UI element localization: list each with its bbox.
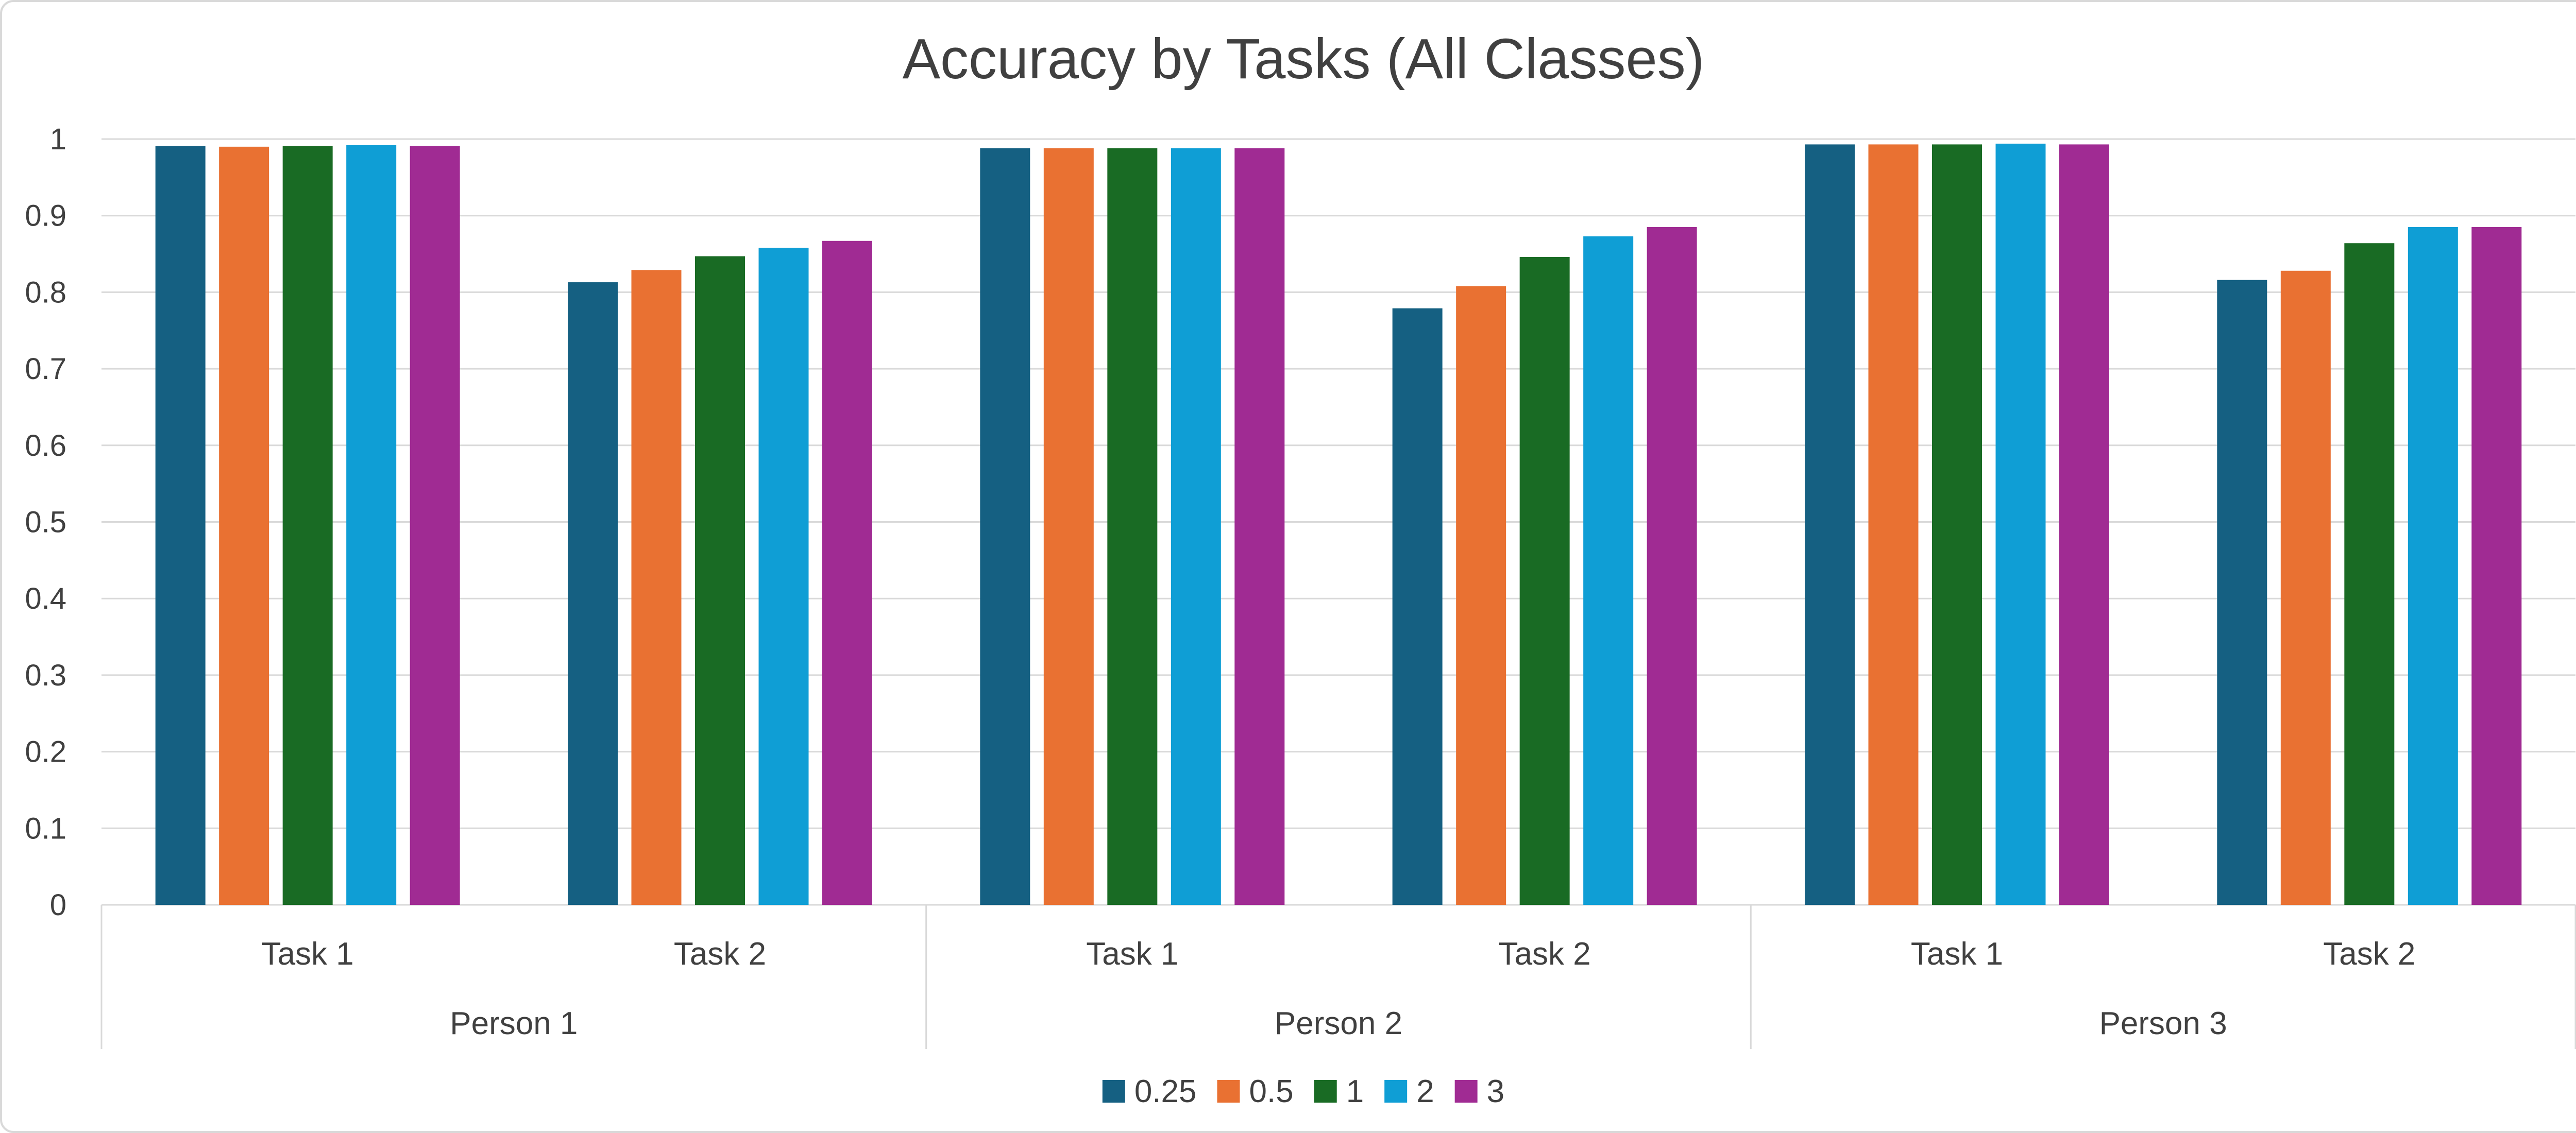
- bar: [1107, 148, 1158, 905]
- bar: [2344, 243, 2395, 905]
- legend-item: 0.5: [1217, 1074, 1294, 1109]
- bar: [410, 146, 460, 905]
- y-tick-label: 0.2: [25, 735, 66, 769]
- y-tick-label: 0.6: [25, 429, 66, 462]
- legend-item: 2: [1384, 1074, 1434, 1109]
- bar: [1868, 144, 1919, 905]
- x-group-label: Person 1: [450, 1006, 578, 1041]
- bar: [1519, 256, 1570, 905]
- legend-label: 0.5: [1249, 1074, 1294, 1109]
- bar: [2471, 227, 2522, 905]
- x-tick-label: Task 1: [1911, 936, 2003, 972]
- y-axis-ticks: 0 0.1 0.2 0.3 0.4 0.5 0.6 0.7 0.8 0.9 1: [25, 123, 66, 922]
- gridlines: [101, 138, 2575, 906]
- legend-label: 3: [1487, 1074, 1504, 1109]
- legend-swatch: [1384, 1080, 1408, 1103]
- legend-label: 1: [1346, 1074, 1364, 1109]
- bar: [1995, 143, 2046, 905]
- x-tick-label: Task 2: [674, 936, 766, 972]
- y-tick-label: 0.9: [25, 199, 66, 233]
- bar: [1171, 148, 1221, 905]
- bar: [219, 146, 269, 905]
- bar: [346, 145, 397, 905]
- x-tick-label: Task 1: [1086, 936, 1178, 972]
- x-group-label: Person 3: [2099, 1006, 2227, 1041]
- y-tick-label: 1: [50, 123, 66, 156]
- y-tick-label: 0.1: [25, 812, 66, 845]
- bar: [2217, 280, 2267, 905]
- bar: [282, 146, 333, 905]
- bar: [758, 248, 809, 905]
- bars: [155, 143, 2522, 905]
- y-tick-label: 0.7: [25, 352, 66, 386]
- legend-swatch: [1314, 1080, 1337, 1103]
- legend: 0.25 0.5 1 2 3: [1102, 1074, 1504, 1109]
- legend-item: 1: [1314, 1074, 1364, 1109]
- chart-title: Accuracy by Tasks (All Classes): [903, 27, 1705, 91]
- y-tick-label: 0.8: [25, 276, 66, 309]
- x-tick-label: Task 1: [262, 936, 354, 972]
- bar: [155, 146, 206, 905]
- legend-item: 0.25: [1102, 1074, 1197, 1109]
- legend-label: 0.25: [1134, 1074, 1197, 1109]
- bar: [2059, 144, 2109, 905]
- x-tick-label: Task 2: [2323, 936, 2415, 972]
- bar: [2408, 227, 2458, 905]
- bar: [695, 256, 745, 905]
- bar: [1805, 144, 1855, 905]
- y-tick-label: 0.3: [25, 659, 66, 692]
- bar: [1456, 286, 1506, 905]
- bar: [1234, 148, 1285, 905]
- x-tick-label: Task 2: [1499, 936, 1591, 972]
- y-tick-label: 0.4: [25, 582, 66, 615]
- bar: [568, 282, 618, 905]
- y-tick-label: 0.5: [25, 506, 66, 539]
- bar: [1583, 236, 1634, 905]
- x-axis: Task 1 Task 2 Task 1 Task 2 Task 1 Task 2 Pers…: [100, 905, 2576, 1049]
- y-tick-label: 0: [50, 888, 66, 922]
- legend-swatch: [1102, 1080, 1125, 1103]
- bar: [1647, 227, 1697, 905]
- bar: [1932, 144, 1982, 905]
- bar: [2280, 270, 2331, 905]
- legend-item: 3: [1454, 1074, 1504, 1109]
- legend-swatch: [1217, 1080, 1240, 1103]
- legend-swatch: [1454, 1080, 1478, 1103]
- bar: [822, 241, 872, 905]
- bar: [980, 148, 1030, 905]
- x-group-label: Person 2: [1275, 1006, 1402, 1041]
- bar: [631, 270, 682, 905]
- legend-label: 2: [1416, 1074, 1434, 1109]
- bar: [1043, 148, 1094, 905]
- bar: [1392, 308, 1443, 905]
